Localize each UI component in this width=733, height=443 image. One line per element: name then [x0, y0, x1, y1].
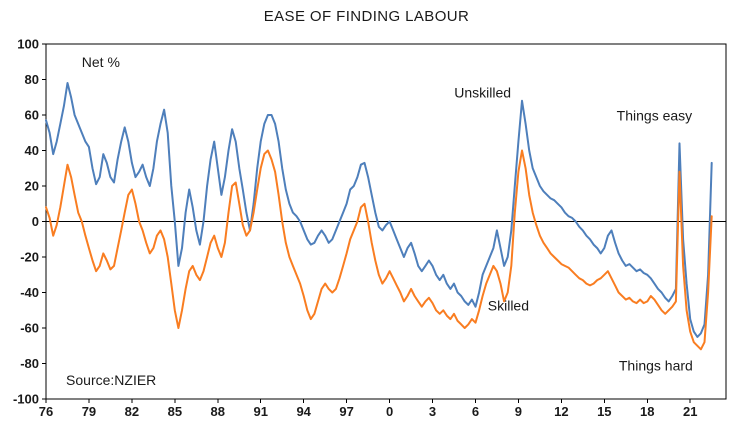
y-tick-label: -20 [20, 250, 39, 265]
y-tick-label: 0 [32, 214, 39, 229]
annotation-things-easy: Things easy [617, 107, 692, 123]
x-tick-label: 3 [429, 404, 436, 419]
annotation-net: Net % [82, 54, 120, 70]
y-tick-label: 80 [25, 72, 39, 87]
x-tick-label: 6 [472, 404, 479, 419]
series-label-skilled: Skilled [488, 297, 529, 313]
y-tick-label: 40 [25, 143, 39, 158]
x-tick-label: 18 [640, 404, 654, 419]
series-line-skilled [45, 149, 713, 351]
y-tick-label: 20 [25, 179, 39, 194]
x-tick-label: 12 [554, 404, 568, 419]
x-tick-label: 0 [386, 404, 393, 419]
y-tick-label: -40 [20, 285, 39, 300]
x-tick-label: 85 [168, 404, 182, 419]
x-tick-label: 82 [125, 404, 139, 419]
x-tick-label: 88 [211, 404, 225, 419]
x-tick-label: 15 [597, 404, 611, 419]
y-tick-label: -80 [20, 356, 39, 371]
x-tick-label: 94 [296, 404, 311, 419]
x-tick-label: 91 [254, 404, 268, 419]
annotation-source-nzier: Source:NZIER [66, 372, 156, 388]
series-label-unskilled: Unskilled [454, 84, 511, 100]
x-tick-label: 79 [82, 404, 96, 419]
y-tick-label: -60 [20, 321, 39, 336]
series-line-unskilled [45, 82, 713, 338]
annotation-things-hard: Things hard [619, 358, 693, 374]
chart-title: EASE OF FINDING LABOUR [263, 8, 470, 25]
x-tick-label: 76 [39, 404, 53, 419]
y-tick-label: 100 [17, 37, 39, 52]
x-tick-label: 21 [683, 404, 697, 419]
x-tick-label: 97 [339, 404, 353, 419]
y-tick-label: -100 [13, 392, 39, 407]
x-tick-label: 9 [515, 404, 522, 419]
y-tick-label: 60 [25, 108, 39, 123]
